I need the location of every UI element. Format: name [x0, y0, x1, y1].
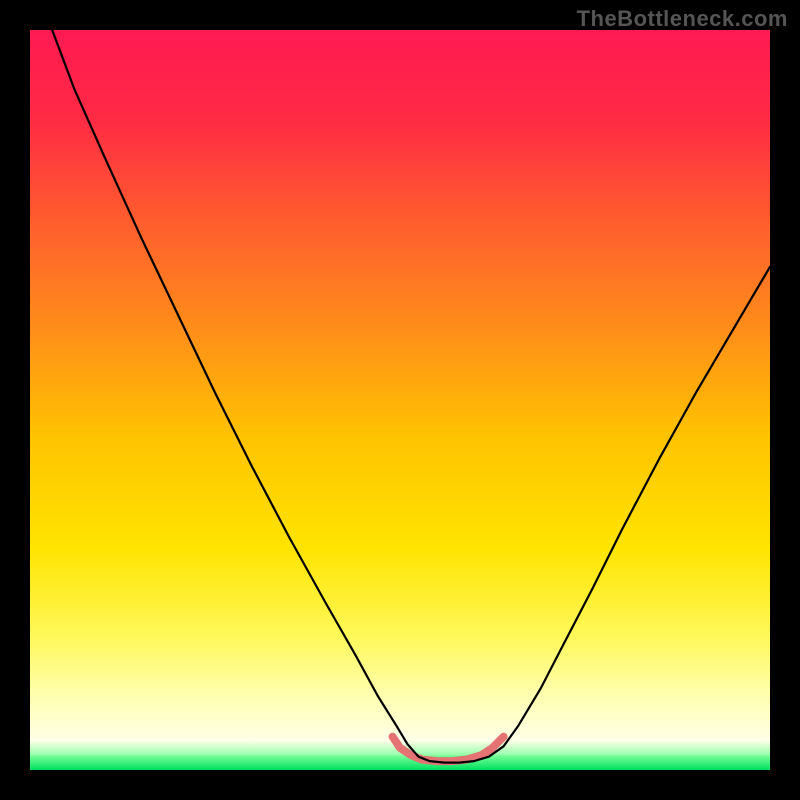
bottleneck-curve: [52, 30, 770, 763]
watermark-text: TheBottleneck.com: [577, 6, 788, 32]
chart-area: [30, 30, 770, 770]
chart-curve-layer: [30, 30, 770, 770]
